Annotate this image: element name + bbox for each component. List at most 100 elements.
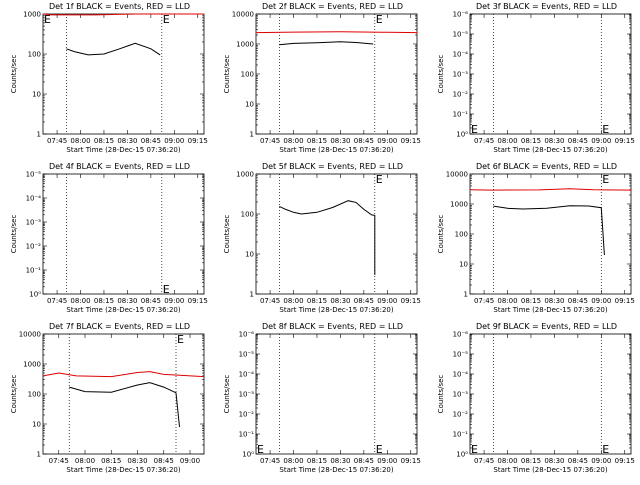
y-tick-label: 100: [28, 51, 41, 59]
y-tick-label: 10⁰: [242, 451, 254, 459]
x-tick-label: 08:45: [154, 457, 174, 465]
y-tick-label: 10⁻⁵: [26, 171, 42, 179]
chart-title: Det 6f BLACK = Events, RED = LLD: [476, 162, 617, 171]
y-tick-label: 10⁰: [29, 291, 41, 299]
y-tick-label: 10⁻¹: [453, 431, 469, 439]
x-tick-label: 08:45: [568, 457, 588, 465]
events-series-line: [66, 42, 161, 56]
x-axis-label: Start Time (28-Dec-15 07:36:20): [279, 466, 393, 474]
x-tick-label: 07:45: [47, 297, 67, 305]
x-tick-label: 08:30: [330, 137, 350, 145]
x-tick-label: 08:15: [94, 297, 114, 305]
chart-panel-6: Det 6f BLACK = Events, RED = LLD 1 10 100 10…: [437, 162, 635, 314]
x-tick-label: 09:15: [188, 297, 208, 305]
x-tick-label: 08:30: [544, 457, 564, 465]
y-tick-label: 10⁻²: [453, 91, 469, 99]
y-tick-label: 10000: [19, 331, 41, 339]
plot-frame: [255, 333, 418, 455]
y-tick-label: 10⁰: [456, 131, 468, 139]
event-marker-label: E: [602, 123, 609, 136]
plot-frame: [42, 173, 205, 295]
x-tick-label: 08:15: [307, 457, 327, 465]
plot-frame: [469, 13, 632, 135]
x-tick-label: 09:00: [164, 297, 184, 305]
y-tick-label: 10⁻³: [239, 391, 255, 399]
x-tick-label: 08:00: [70, 137, 90, 145]
y-tick-label: 1: [250, 291, 254, 299]
y-axis-label: Counts/sec: [10, 55, 18, 94]
y-tick-label: 10⁻³: [453, 71, 469, 79]
y-tick-label: 10: [32, 421, 41, 429]
x-tick-label: 09:00: [180, 457, 200, 465]
x-axis-label: Start Time (28-Dec-15 07:36:20): [493, 466, 607, 474]
x-tick-label: 08:30: [330, 297, 350, 305]
y-tick-label: 1: [37, 451, 41, 459]
chart-title: Det 1f BLACK = Events, RED = LLD: [49, 2, 190, 11]
x-tick-label: 08:00: [497, 137, 517, 145]
y-tick-label: 10: [245, 251, 254, 259]
y-tick-label: 10⁻³: [453, 391, 469, 399]
event-marker-label: E: [163, 13, 170, 26]
y-axis-label: Counts/sec: [223, 55, 231, 94]
y-tick-label: 10000: [446, 171, 468, 179]
y-tick-label: 100: [455, 231, 468, 239]
chart-title: Det 3f BLACK = Events, RED = LLD: [476, 2, 617, 11]
x-tick-label: 09:15: [615, 137, 635, 145]
y-tick-label: 10⁻⁶: [239, 331, 255, 339]
x-axis-label: Start Time (28-Dec-15 07:36:20): [493, 146, 607, 154]
y-tick-label: 10⁻⁵: [239, 351, 255, 359]
x-tick-label: 08:45: [354, 297, 374, 305]
plot-frame: [469, 173, 632, 295]
x-tick-label: 08:15: [307, 297, 327, 305]
x-tick-label: 08:00: [283, 457, 303, 465]
x-tick-label: 07:45: [47, 137, 67, 145]
event-marker-label: E: [471, 443, 478, 456]
y-tick-label: 10000: [232, 11, 254, 19]
events-series-line: [493, 205, 605, 256]
y-axis-label: Counts/sec: [437, 55, 445, 94]
y-tick-label: 1: [250, 131, 254, 139]
x-tick-label: 09:00: [591, 137, 611, 145]
x-axis-label: Start Time (28-Dec-15 07:36:20): [66, 146, 180, 154]
chart-title: Det 9f BLACK = Events, RED = LLD: [476, 322, 617, 331]
x-tick-label: 09:15: [401, 137, 421, 145]
events-series-line: [279, 41, 374, 46]
x-tick-label: 08:00: [70, 297, 90, 305]
event-marker-label: E: [376, 13, 383, 26]
x-tick-label: 07:45: [260, 297, 280, 305]
chart-panel-9: Det 9f BLACK = Events, RED = LLD 10⁰ 10⁻¹ 1…: [437, 322, 635, 474]
x-tick-label: 09:00: [164, 137, 184, 145]
x-tick-label: 08:30: [544, 297, 564, 305]
y-tick-label: 10⁻¹: [26, 267, 42, 275]
plot-frame: [469, 333, 632, 455]
x-tick-label: 09:00: [591, 297, 611, 305]
y-tick-label: 100: [241, 71, 254, 79]
x-axis-label: Start Time (28-Dec-15 07:36:20): [66, 306, 180, 314]
x-tick-label: 08:30: [117, 297, 137, 305]
y-tick-label: 1000: [450, 201, 468, 209]
y-tick-label: 1000: [236, 171, 254, 179]
plot-frame: [42, 333, 205, 455]
chart-title: Det 2f BLACK = Events, RED = LLD: [262, 2, 403, 11]
y-tick-label: 100: [28, 391, 41, 399]
x-tick-label: 08:15: [521, 457, 541, 465]
x-tick-label: 09:15: [615, 297, 635, 305]
x-tick-label: 08:00: [283, 137, 303, 145]
x-tick-label: 08:30: [127, 457, 147, 465]
event-marker-label: E: [177, 333, 184, 346]
x-tick-label: 08:45: [354, 457, 374, 465]
y-tick-label: 10⁰: [456, 451, 468, 459]
event-marker-label: E: [376, 443, 383, 456]
x-tick-label: 08:30: [330, 457, 350, 465]
x-tick-label: 09:00: [377, 457, 397, 465]
x-tick-label: 08:15: [94, 137, 114, 145]
y-tick-label: 10⁻⁵: [453, 31, 469, 39]
x-axis-label: Start Time (28-Dec-15 07:36:20): [493, 306, 607, 314]
x-tick-label: 07:45: [474, 297, 494, 305]
plot-frame: [42, 13, 205, 135]
x-tick-label: 08:45: [141, 137, 161, 145]
lld-series-line: [42, 13, 204, 16]
y-tick-label: 1: [464, 291, 468, 299]
